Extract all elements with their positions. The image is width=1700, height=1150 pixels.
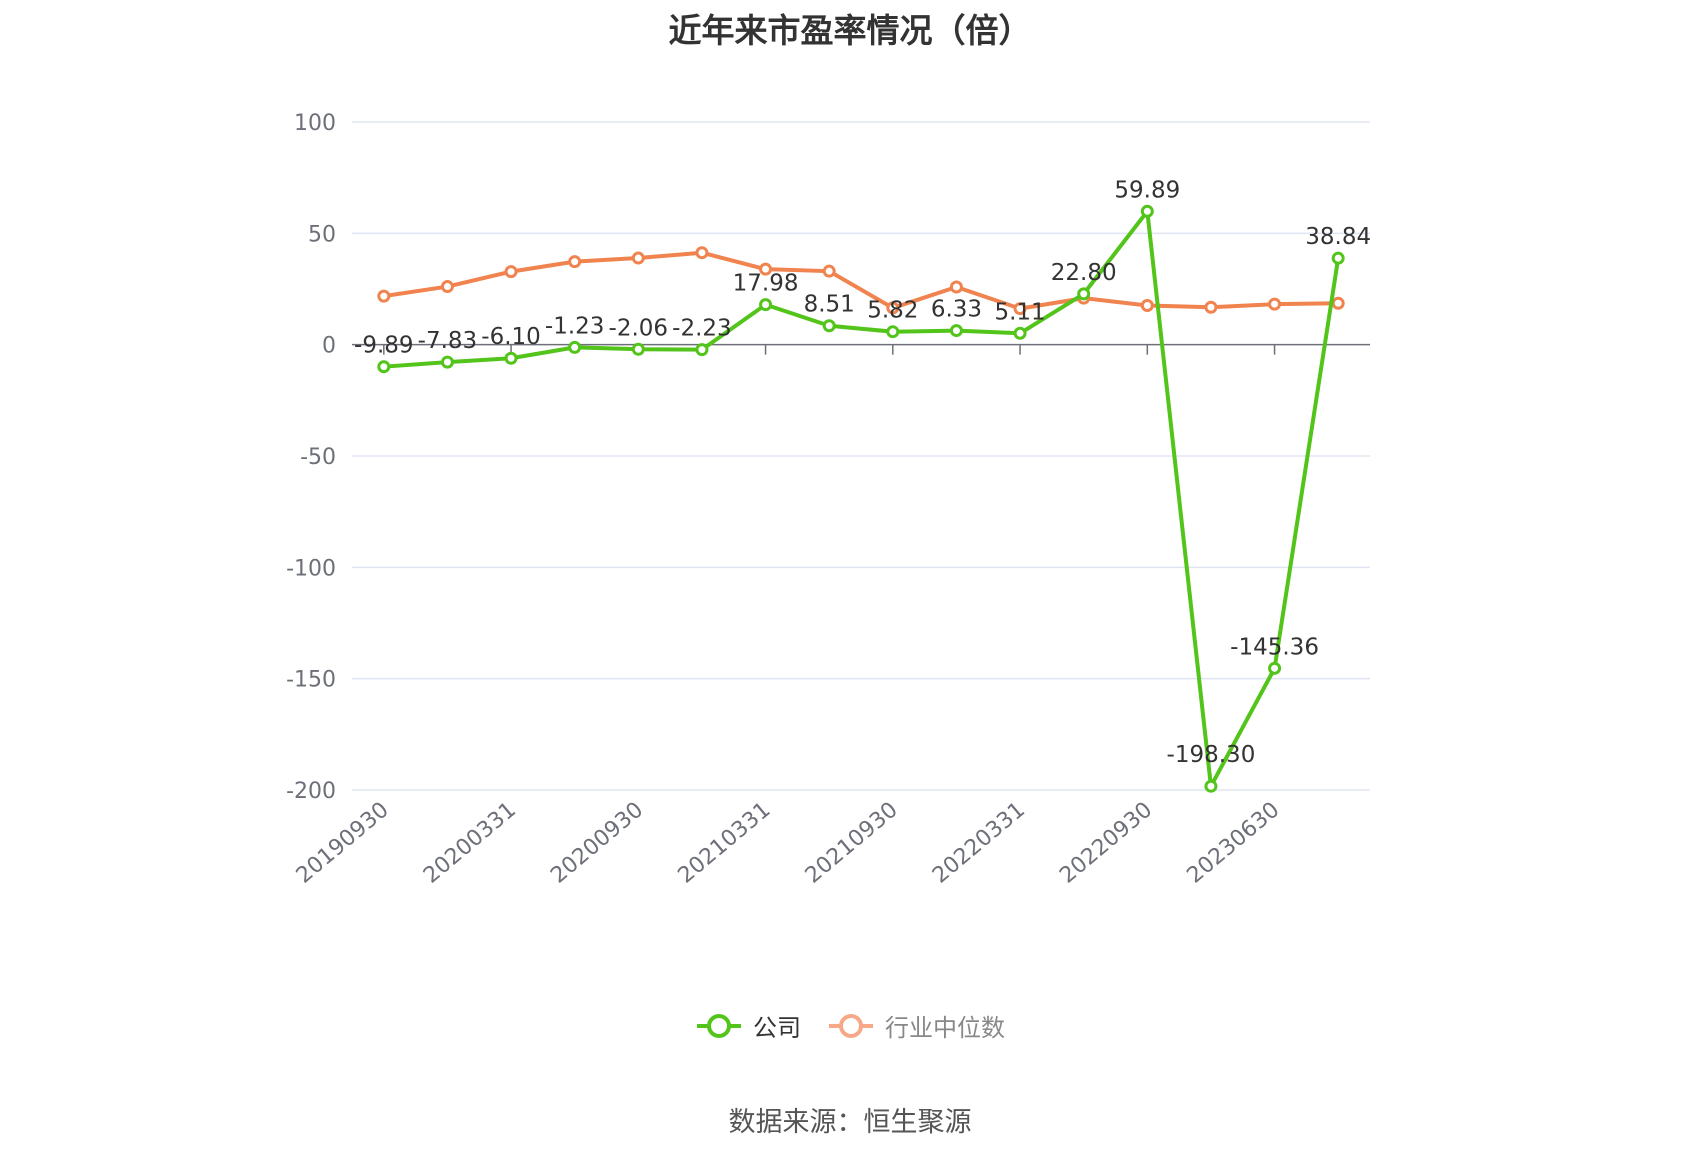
y-tick-label: -50 (300, 445, 336, 470)
company-data-label: 38.84 (1305, 224, 1371, 250)
industry-median-data-point[interactable] (1331, 296, 1345, 310)
company-data-point[interactable] (1268, 661, 1282, 675)
x-axis: 20190930 20200331 20200930 20210331 20210930… (292, 343, 1370, 889)
industry-median-data-point[interactable] (504, 265, 518, 279)
x-tick-label: 20200331 (419, 797, 521, 888)
legend-label-industry-median: 行业中位数 (885, 1014, 1005, 1042)
y-tick-label: -100 (286, 556, 336, 581)
industry-median-data-point[interactable] (886, 301, 900, 315)
company-data-point[interactable] (1013, 326, 1027, 340)
legend-industry-marker-icon (829, 1013, 873, 1038)
industry-median-data-point[interactable] (1204, 300, 1218, 314)
y-tick-label: -150 (286, 668, 336, 693)
industry-median-data-point[interactable] (568, 255, 582, 269)
company-data-label: -145.36 (1230, 634, 1319, 660)
legend-company-marker-icon (697, 1013, 741, 1038)
company-data-point[interactable] (504, 351, 518, 365)
industry-median-data-point[interactable] (949, 280, 963, 294)
industry-median-data-point[interactable] (377, 289, 391, 303)
x-tick-label: 20210331 (674, 797, 776, 888)
company-data-label: -198.30 (1167, 742, 1256, 768)
y-tick-label: 100 (294, 111, 336, 136)
y-tick-label: 50 (308, 222, 336, 247)
company-data-label: 8.51 (804, 292, 855, 318)
company-data-point[interactable] (1331, 251, 1345, 265)
industry-median-series-line (383, 250, 1339, 311)
industry-median-data-point[interactable] (1013, 302, 1027, 316)
industry-median-data-point[interactable] (440, 280, 454, 294)
company-data-label: 22.80 (1051, 260, 1117, 286)
y-tick-label: 0 (322, 334, 336, 359)
series-lines (377, 204, 1345, 793)
company-data-point[interactable] (631, 342, 645, 356)
industry-median-data-point[interactable] (822, 264, 836, 278)
company-data-label: -1.23 (545, 313, 605, 339)
chart-title: 近年来市盈率情况（倍） (668, 11, 1032, 50)
data-source-note: 数据来源：恒生聚源 (728, 1107, 972, 1138)
legend-item-industry-median[interactable]: 行业中位数 (827, 1008, 1005, 1043)
y-tick-label: -200 (286, 779, 336, 804)
industry-median-data-point[interactable] (1268, 297, 1282, 311)
industry-median-data-point[interactable] (695, 246, 709, 260)
company-data-point[interactable] (759, 298, 773, 312)
grid-lines (352, 121, 1370, 791)
company-data-point[interactable] (949, 324, 963, 338)
company-data-point[interactable] (568, 340, 582, 354)
company-data-label: -6.10 (481, 324, 541, 350)
company-data-point[interactable] (377, 360, 391, 374)
company-data-label: 5.11 (994, 299, 1045, 325)
x-tick-label: 20220930 (1055, 797, 1157, 888)
x-tick-label: 20220331 (928, 797, 1030, 888)
industry-median-data-point[interactable] (1140, 298, 1154, 312)
x-tick-label: 20230630 (1183, 797, 1285, 888)
company-data-point[interactable] (822, 319, 836, 333)
x-tick-label: 20190930 (292, 797, 394, 888)
company-data-point[interactable] (1204, 779, 1218, 793)
company-data-point[interactable] (1077, 287, 1091, 301)
company-data-label: -2.06 (609, 315, 669, 341)
company-data-point[interactable] (695, 343, 709, 357)
legend: 公司 行业中位数 (0, 1008, 1700, 1043)
company-data-label: -9.89 (354, 333, 414, 359)
industry-median-data-point[interactable] (759, 262, 773, 276)
company-data-label: -7.83 (418, 328, 478, 354)
company-data-label: 6.33 (931, 297, 982, 323)
company-data-point[interactable] (1140, 204, 1154, 218)
company-data-label: -2.23 (672, 316, 732, 342)
company-data-point[interactable] (886, 325, 900, 339)
company-data-point[interactable] (440, 355, 454, 369)
legend-item-company[interactable]: 公司 (695, 1008, 801, 1043)
company-data-label: 59.89 (1114, 177, 1180, 203)
company-series-line (383, 209, 1341, 789)
company-data-label: 5.82 (867, 298, 918, 324)
industry-median-data-point[interactable] (631, 251, 645, 265)
legend-label-company: 公司 (753, 1014, 801, 1042)
company-data-label: 17.98 (733, 271, 799, 297)
y-axis: 100 50 0 -50 -100 -150 -200 (286, 111, 336, 804)
x-tick-label: 20210930 (801, 797, 903, 888)
x-tick-label: 20200930 (546, 797, 648, 888)
